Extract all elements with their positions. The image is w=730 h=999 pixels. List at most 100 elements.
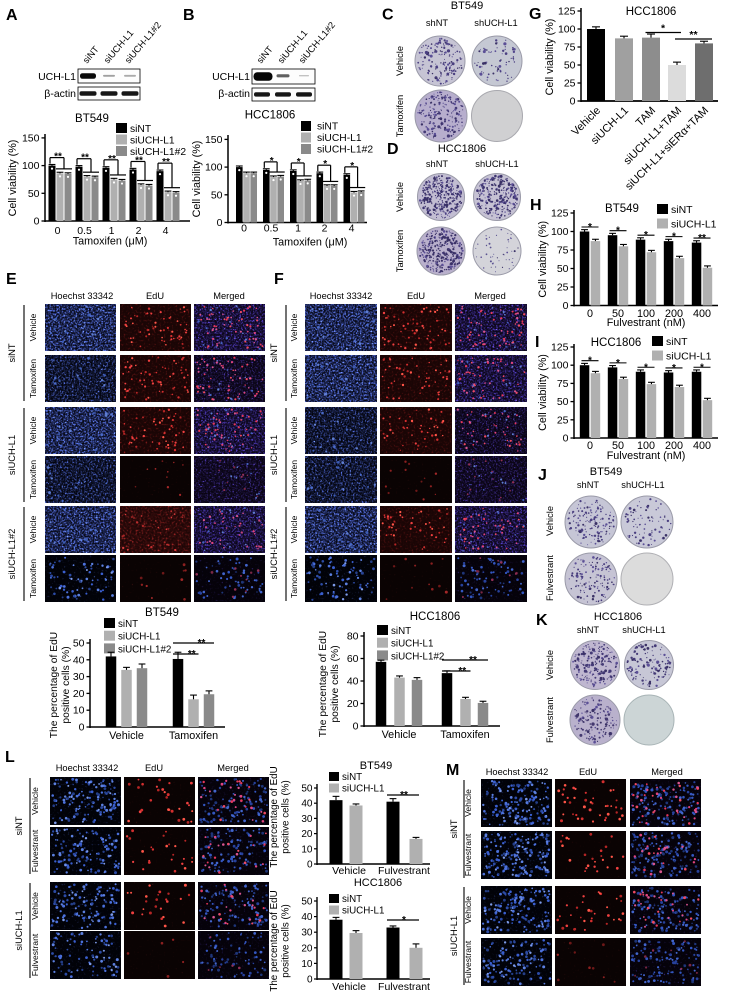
svg-text:20: 20 <box>347 698 359 710</box>
svg-text:50: 50 <box>557 263 569 275</box>
svg-text:4: 4 <box>349 223 355 235</box>
svg-text:L: L <box>5 749 15 766</box>
svg-text:10: 10 <box>73 705 85 717</box>
svg-text:200: 200 <box>665 440 683 452</box>
svg-text:Tamoxifen: Tamoxifen <box>289 460 299 499</box>
svg-text:siNT: siNT <box>14 816 24 835</box>
svg-text:0: 0 <box>563 300 569 312</box>
svg-text:50: 50 <box>557 396 569 408</box>
svg-text:siUCH-L1#2: siUCH-L1#2 <box>391 651 444 662</box>
svg-text:Hoechst 33342: Hoechst 33342 <box>56 763 119 773</box>
svg-text:150: 150 <box>205 134 223 146</box>
svg-text:siNT: siNT <box>666 336 688 348</box>
svg-text:Cell viability (%): Cell viability (%) <box>191 141 203 218</box>
svg-text:50: 50 <box>612 440 624 452</box>
svg-text:H: H <box>530 197 542 214</box>
svg-text:siUCH-L1: siUCH-L1 <box>671 219 717 231</box>
svg-text:100: 100 <box>558 24 576 36</box>
svg-text:BT549: BT549 <box>451 0 483 12</box>
svg-text:siNT: siNT <box>391 626 411 637</box>
svg-text:siUCH-L1: siUCH-L1 <box>666 351 712 363</box>
svg-text:0: 0 <box>570 96 576 108</box>
svg-text:shUCH-L1: shUCH-L1 <box>621 480 664 490</box>
svg-text:Cell viability (%): Cell viability (%) <box>544 19 556 96</box>
svg-text:100: 100 <box>637 440 655 452</box>
svg-text:BT549: BT549 <box>590 466 622 478</box>
svg-text:Cell viability (%): Cell viability (%) <box>537 221 549 298</box>
svg-text:HCC1806: HCC1806 <box>410 611 461 623</box>
svg-text:Tamoxifen: Tamoxifen <box>28 559 38 598</box>
svg-text:25: 25 <box>557 282 569 294</box>
svg-text:Tamoxifen: Tamoxifen <box>395 230 405 272</box>
svg-text:siUCH-L1: siUCH-L1 <box>14 910 24 950</box>
svg-text:The percentage of EdU: The percentage of EdU <box>49 632 60 738</box>
svg-text:0: 0 <box>55 225 61 237</box>
svg-text:*: * <box>661 23 666 35</box>
svg-text:K: K <box>536 612 548 629</box>
svg-text:*: * <box>672 232 676 243</box>
svg-text:25: 25 <box>564 78 576 90</box>
svg-text:Vehicle: Vehicle <box>28 313 38 341</box>
svg-text:positive cells (%): positive cells (%) <box>330 645 341 722</box>
svg-text:Tamoxifen: Tamoxifen <box>289 559 299 598</box>
svg-text:C: C <box>382 7 394 24</box>
svg-text:siUCH-L1#2: siUCH-L1#2 <box>269 529 279 580</box>
svg-text:*: * <box>616 226 620 237</box>
svg-text:**: ** <box>108 154 116 165</box>
svg-text:40: 40 <box>347 676 359 688</box>
svg-text:0.5: 0.5 <box>77 225 92 237</box>
svg-text:**: ** <box>458 666 466 677</box>
svg-text:shNT: shNT <box>577 480 600 490</box>
svg-text:BT549: BT549 <box>75 113 109 125</box>
svg-text:Vehicle: Vehicle <box>395 46 405 76</box>
svg-text:Vehicle: Vehicle <box>30 892 40 920</box>
svg-text:25: 25 <box>557 414 569 426</box>
svg-text:shNT: shNT <box>426 159 449 169</box>
svg-text:0: 0 <box>587 308 593 320</box>
svg-text:Vehicle: Vehicle <box>30 787 40 815</box>
svg-text:60: 60 <box>347 653 359 665</box>
svg-text:The percentage of EdU: The percentage of EdU <box>318 631 329 737</box>
svg-text:shUCH-L1: shUCH-L1 <box>475 159 518 169</box>
svg-text:200: 200 <box>665 308 683 320</box>
svg-text:siUCH-L1#2: siUCH-L1#2 <box>317 145 373 156</box>
svg-text:HCC1806: HCC1806 <box>591 337 642 349</box>
svg-text:400: 400 <box>693 308 711 320</box>
svg-text:J: J <box>538 467 547 484</box>
svg-text:positive cells (%): positive cells (%) <box>61 646 72 723</box>
svg-text:50: 50 <box>612 308 624 320</box>
svg-text:G: G <box>529 6 541 23</box>
svg-text:Vehicle: Vehicle <box>289 416 299 444</box>
svg-text:HCC1806: HCC1806 <box>245 110 296 122</box>
svg-text:50: 50 <box>28 188 40 200</box>
svg-text:0: 0 <box>217 217 223 229</box>
svg-text:HCC1806: HCC1806 <box>594 611 642 623</box>
svg-text:2: 2 <box>322 223 328 235</box>
svg-text:Hoechst 33342: Hoechst 33342 <box>51 291 114 301</box>
svg-text:HCC1806: HCC1806 <box>626 6 677 18</box>
svg-text:siNT: siNT <box>130 124 152 135</box>
svg-text:**: ** <box>689 29 698 41</box>
svg-text:Cell viability (%): Cell viability (%) <box>537 354 549 431</box>
svg-text:Tamoxifen: Tamoxifen <box>28 359 38 398</box>
svg-text:Vehicle: Vehicle <box>289 313 299 341</box>
svg-text:siNT: siNT <box>118 619 138 630</box>
svg-text:**: ** <box>81 153 89 164</box>
svg-text:**: ** <box>469 655 477 666</box>
svg-text:*: * <box>588 356 592 367</box>
svg-text:100: 100 <box>551 226 569 238</box>
svg-text:40: 40 <box>73 654 85 666</box>
svg-text:Vehicle: Vehicle <box>395 182 405 212</box>
svg-text:**: ** <box>162 157 170 168</box>
svg-text:Tamoxifen: Tamoxifen <box>440 729 489 741</box>
svg-text:shNT: shNT <box>577 625 600 635</box>
svg-text:I: I <box>535 334 539 351</box>
svg-text:80: 80 <box>347 631 359 643</box>
svg-text:β-actin: β-actin <box>44 88 76 100</box>
svg-text:150: 150 <box>22 132 40 144</box>
svg-text:*: * <box>588 222 592 233</box>
svg-text:EdU: EdU <box>407 291 425 301</box>
svg-text:**: ** <box>698 233 706 244</box>
svg-text:UCH-L1: UCH-L1 <box>38 71 76 83</box>
svg-text:Merged: Merged <box>213 291 245 301</box>
